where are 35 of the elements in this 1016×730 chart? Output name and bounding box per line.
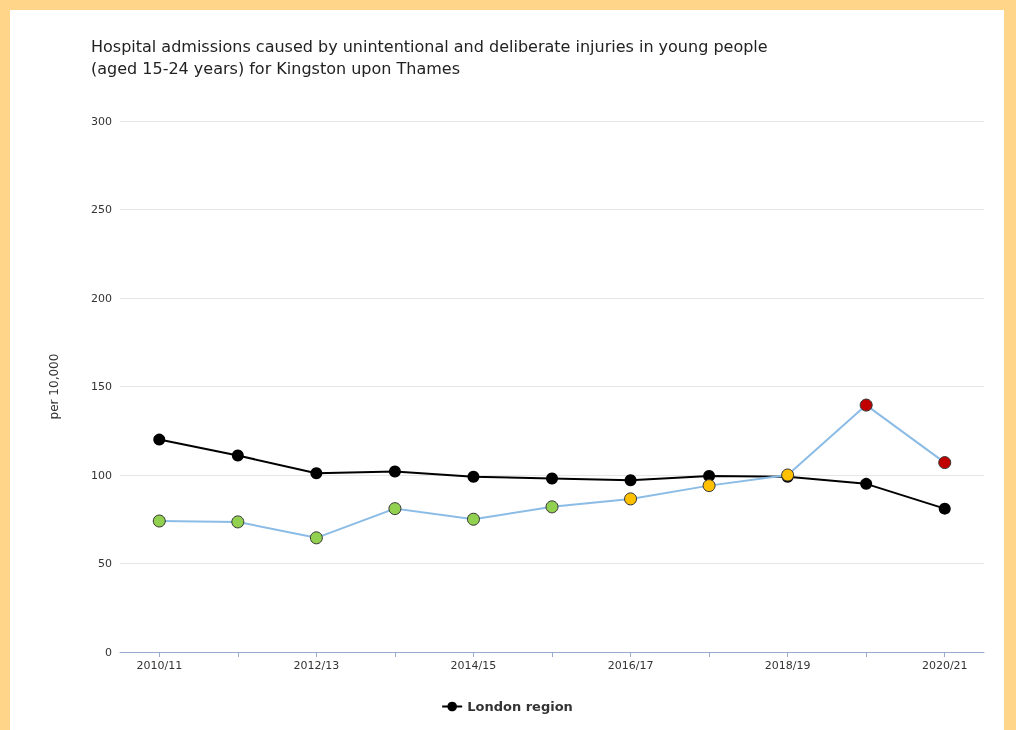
y-axis-title: per 10,000 <box>47 353 61 420</box>
point <box>938 456 952 470</box>
x-tick-label: 2014/15 <box>450 659 497 672</box>
point <box>310 467 323 480</box>
y-tick-label: 150 <box>91 380 112 393</box>
point <box>545 500 559 514</box>
x-tick-label: 2020/21 <box>921 659 968 672</box>
point <box>624 474 637 487</box>
point <box>860 477 873 490</box>
y-tick-label: 50 <box>98 557 112 570</box>
y-tick-label: 250 <box>91 203 112 216</box>
point <box>153 433 166 446</box>
point <box>702 479 716 493</box>
point <box>388 502 402 516</box>
chart-title: Hospital admissions caused by unintentional and deliberate injuries in young people (aged 15-24 years) for Kingston upon Thames <box>91 36 768 78</box>
legend-label: London region <box>467 699 573 714</box>
x-tick-label: 2018/19 <box>764 659 811 672</box>
point <box>938 502 951 515</box>
point <box>859 398 873 412</box>
point <box>388 465 401 478</box>
x-tick-label: 2010/11 <box>136 659 183 672</box>
y-tick-label: 100 <box>91 468 112 482</box>
y-tick-label: 0 <box>105 645 112 659</box>
point <box>152 514 166 528</box>
x-tick-label: 2016/17 <box>607 659 654 672</box>
point <box>231 515 245 529</box>
point <box>624 492 638 506</box>
y-tick-label: 300 <box>91 114 112 128</box>
point <box>467 470 480 483</box>
point <box>231 449 244 462</box>
y-tick-label: 200 <box>91 291 112 305</box>
point <box>466 512 480 526</box>
x-tick-label: 2012/13 <box>293 659 340 672</box>
point <box>546 472 558 485</box>
point <box>309 531 323 545</box>
